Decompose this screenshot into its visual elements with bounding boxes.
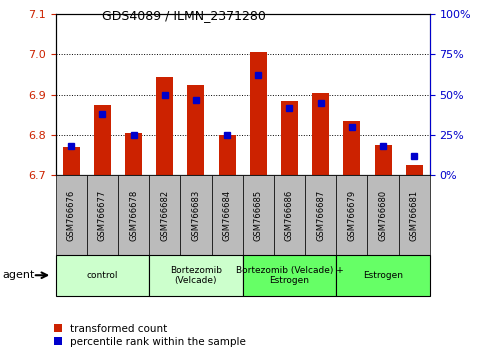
Text: GSM766678: GSM766678 bbox=[129, 189, 138, 241]
Text: GSM766687: GSM766687 bbox=[316, 189, 325, 241]
Text: GSM766684: GSM766684 bbox=[223, 189, 232, 241]
Text: control: control bbox=[86, 271, 118, 280]
Text: GSM766679: GSM766679 bbox=[347, 189, 356, 241]
Bar bbox=[305, 175, 336, 255]
Bar bbox=[63, 147, 80, 175]
Text: GSM766683: GSM766683 bbox=[191, 189, 200, 241]
Text: Estrogen: Estrogen bbox=[363, 271, 403, 280]
Bar bbox=[56, 255, 149, 296]
Text: GSM766676: GSM766676 bbox=[67, 189, 76, 241]
Text: Bortezomib
(Velcade): Bortezomib (Velcade) bbox=[170, 266, 222, 285]
Text: GSM766680: GSM766680 bbox=[379, 189, 387, 241]
Bar bbox=[94, 105, 111, 175]
Bar bbox=[406, 165, 423, 175]
Text: GSM766685: GSM766685 bbox=[254, 189, 263, 241]
Text: GSM766686: GSM766686 bbox=[285, 189, 294, 241]
Bar bbox=[212, 175, 242, 255]
Bar bbox=[218, 135, 236, 175]
Text: GSM766681: GSM766681 bbox=[410, 189, 419, 241]
Bar bbox=[242, 255, 336, 296]
Bar bbox=[281, 101, 298, 175]
Bar bbox=[336, 255, 430, 296]
Bar bbox=[118, 175, 149, 255]
Bar bbox=[156, 76, 173, 175]
Text: agent: agent bbox=[2, 270, 35, 280]
Text: GSM766677: GSM766677 bbox=[98, 189, 107, 241]
Bar bbox=[187, 85, 204, 175]
Text: GSM766682: GSM766682 bbox=[160, 189, 169, 241]
Bar bbox=[242, 175, 274, 255]
Bar bbox=[87, 175, 118, 255]
Text: Bortezomib (Velcade) +
Estrogen: Bortezomib (Velcade) + Estrogen bbox=[236, 266, 343, 285]
Bar bbox=[336, 175, 368, 255]
Bar bbox=[56, 175, 87, 255]
Bar bbox=[343, 121, 360, 175]
Bar bbox=[368, 175, 398, 255]
Bar bbox=[125, 133, 142, 175]
Bar bbox=[274, 175, 305, 255]
Bar bbox=[374, 145, 392, 175]
Text: GDS4089 / ILMN_2371280: GDS4089 / ILMN_2371280 bbox=[101, 9, 266, 22]
Bar bbox=[149, 255, 242, 296]
Legend: transformed count, percentile rank within the sample: transformed count, percentile rank withi… bbox=[54, 324, 246, 347]
Bar bbox=[149, 175, 180, 255]
Bar bbox=[398, 175, 430, 255]
Bar bbox=[312, 93, 329, 175]
Bar bbox=[180, 175, 212, 255]
Bar bbox=[250, 52, 267, 175]
